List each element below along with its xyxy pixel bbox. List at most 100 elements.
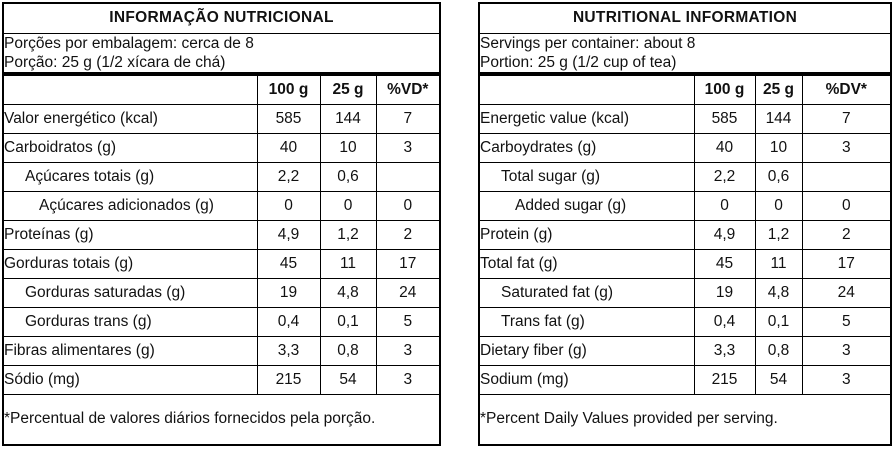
value-dv: 2 — [801, 220, 892, 250]
footnote: *Percent Daily Values provided per servi… — [478, 394, 892, 445]
value-100g: 40 — [693, 133, 756, 163]
value-dv: 3 — [801, 133, 892, 163]
value-dv — [801, 162, 892, 192]
row-label: Açúcares adicionados (g) — [2, 191, 258, 221]
value-dv: 17 — [375, 249, 441, 279]
row-label: Sodium (mg) — [478, 365, 695, 395]
value-25g: 10 — [754, 133, 803, 163]
row-label: Protein (g) — [478, 220, 695, 250]
value-25g: 54 — [754, 365, 803, 395]
value-dv: 3 — [801, 336, 892, 366]
servings-per-container-line: Porções por embalagem: cerca de 8 — [4, 34, 254, 52]
table-row: Açúcares totais (g) 2,2 0,6 — [2, 162, 441, 192]
row-label: Gorduras saturadas (g) — [2, 278, 258, 308]
table-row: Carboydrates (g) 40 10 3 — [478, 133, 892, 163]
value-dv: 24 — [801, 278, 892, 308]
value-25g: 10 — [319, 133, 377, 163]
nutrition-table-portuguese: INFORMAÇÃO NUTRICIONAL Porções por embal… — [2, 2, 442, 446]
value-100g: 215 — [256, 365, 321, 395]
value-100g: 2,2 — [256, 162, 321, 192]
row-label: Açúcares totais (g) — [2, 162, 258, 192]
table-row: Protein (g) 4,9 1,2 2 — [478, 220, 892, 250]
row-label: Valor energético (kcal) — [2, 104, 258, 134]
value-25g: 0,1 — [319, 307, 377, 337]
value-dv: 7 — [375, 104, 441, 134]
value-dv: 3 — [375, 133, 441, 163]
portion-size-line: Portion: 25 g (1/2 cup of tea) — [480, 53, 677, 71]
value-25g: 0,8 — [319, 336, 377, 366]
value-dv: 0 — [801, 191, 892, 221]
servings-per-container-line: Servings per container: about 8 — [480, 34, 696, 52]
value-100g: 45 — [256, 249, 321, 279]
table-row: Total fat (g) 45 11 17 — [478, 249, 892, 279]
table-row: Trans fat (g) 0,4 0,1 5 — [478, 307, 892, 337]
table-title: INFORMAÇÃO NUTRICIONAL — [2, 2, 441, 34]
value-25g: 0,1 — [754, 307, 803, 337]
value-25g: 0,6 — [754, 162, 803, 192]
value-25g: 0,6 — [319, 162, 377, 192]
row-label: Total sugar (g) — [478, 162, 695, 192]
value-25g: 0 — [319, 191, 377, 221]
value-25g: 54 — [319, 365, 377, 395]
value-25g: 144 — [319, 104, 377, 134]
serving-info: Servings per container: about 8 Portion:… — [478, 32, 892, 74]
value-100g: 40 — [256, 133, 321, 163]
row-label: Energetic value (kcal) — [478, 104, 695, 134]
value-dv: 3 — [801, 365, 892, 395]
row-label: Trans fat (g) — [478, 307, 695, 337]
value-dv: 5 — [801, 307, 892, 337]
value-100g: 585 — [256, 104, 321, 134]
row-label: Dietary fiber (g) — [478, 336, 695, 366]
table-row: Valor energético (kcal) 585 144 7 — [2, 104, 441, 134]
empty-header-cell — [2, 71, 258, 105]
row-label: Carboidratos (g) — [2, 133, 258, 163]
col-header-100g: 100 g — [256, 71, 321, 105]
table-row: Proteínas (g) 4,9 1,2 2 — [2, 220, 441, 250]
value-100g: 0,4 — [256, 307, 321, 337]
value-dv: 3 — [375, 365, 441, 395]
row-label: Total fat (g) — [478, 249, 695, 279]
row-label: Gorduras trans (g) — [2, 307, 258, 337]
row-label: Carboydrates (g) — [478, 133, 695, 163]
row-label: Proteínas (g) — [2, 220, 258, 250]
row-label: Saturated fat (g) — [478, 278, 695, 308]
col-header-100g: 100 g — [693, 71, 756, 105]
value-100g: 4,9 — [256, 220, 321, 250]
value-dv — [375, 162, 441, 192]
table-row: Açúcares adicionados (g) 0 0 0 — [2, 191, 441, 221]
value-100g: 19 — [693, 278, 756, 308]
table-title: NUTRITIONAL INFORMATION — [478, 2, 892, 34]
value-100g: 0 — [256, 191, 321, 221]
row-label: Gorduras totais (g) — [2, 249, 258, 279]
value-dv: 3 — [375, 336, 441, 366]
value-dv: 0 — [375, 191, 441, 221]
table-row: Fibras alimentares (g) 3,3 0,8 3 — [2, 336, 441, 366]
row-label: Sódio (mg) — [2, 365, 258, 395]
value-25g: 4,8 — [319, 278, 377, 308]
table-row: Saturated fat (g) 19 4,8 24 — [478, 278, 892, 308]
portion-size-line: Porção: 25 g (1/2 xícara de chá) — [4, 53, 226, 71]
table-row: Added sugar (g) 0 0 0 — [478, 191, 892, 221]
table-row: Energetic value (kcal) 585 144 7 — [478, 104, 892, 134]
value-100g: 2,2 — [693, 162, 756, 192]
value-dv: 24 — [375, 278, 441, 308]
table-row: Dietary fiber (g) 3,3 0,8 3 — [478, 336, 892, 366]
value-dv: 7 — [801, 104, 892, 134]
value-100g: 45 — [693, 249, 756, 279]
value-25g: 0 — [754, 191, 803, 221]
value-dv: 17 — [801, 249, 892, 279]
table-row: Sodium (mg) 215 54 3 — [478, 365, 892, 395]
value-100g: 585 — [693, 104, 756, 134]
row-label: Fibras alimentares (g) — [2, 336, 258, 366]
value-25g: 1,2 — [754, 220, 803, 250]
value-100g: 0,4 — [693, 307, 756, 337]
value-dv: 5 — [375, 307, 441, 337]
empty-header-cell — [478, 71, 695, 105]
table-row: Total sugar (g) 2,2 0,6 — [478, 162, 892, 192]
value-25g: 11 — [754, 249, 803, 279]
col-header-dv: %DV* — [801, 71, 892, 105]
value-25g: 0,8 — [754, 336, 803, 366]
table-row: Gorduras trans (g) 0,4 0,1 5 — [2, 307, 441, 337]
nutrition-table-portuguese-wrapper: INFORMAÇÃO NUTRICIONAL Porções por embal… — [2, 2, 442, 446]
